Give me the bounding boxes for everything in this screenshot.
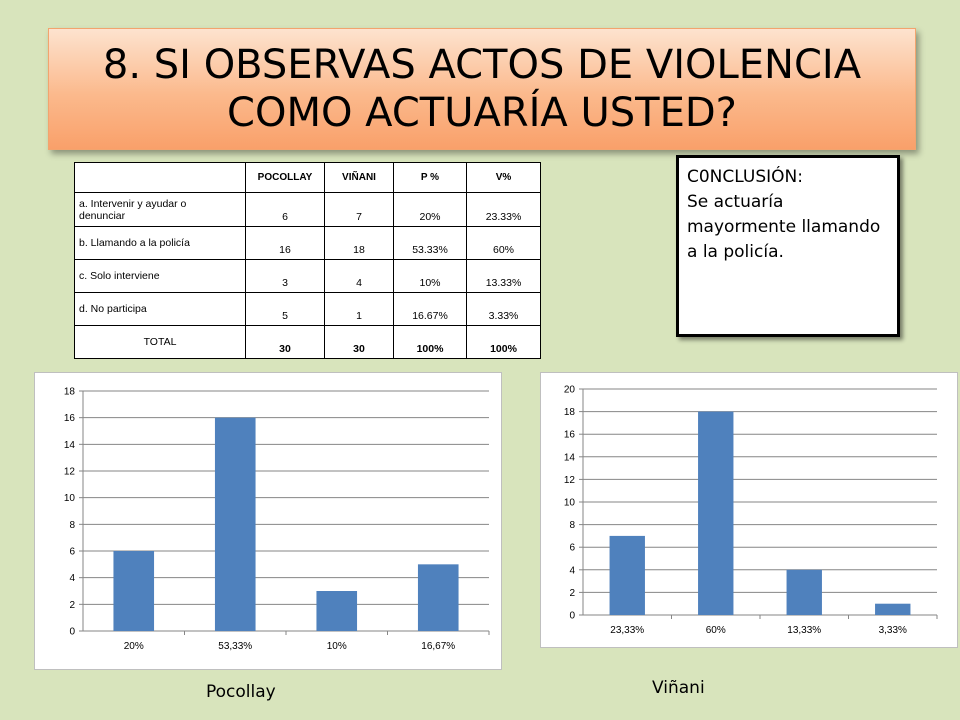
x-tick-label: 23,33%: [610, 625, 644, 636]
bar: [417, 564, 459, 631]
table-header: [74, 162, 246, 193]
cell-p-percent: 10%: [393, 259, 467, 293]
cell-vinani: 1: [324, 292, 394, 326]
y-tick-label: 14: [64, 440, 76, 451]
table-header: V%: [466, 162, 541, 193]
cell-p-percent: 16.67%: [393, 292, 467, 326]
cell-vinani: 18: [324, 226, 394, 260]
cell-v-percent: 13.33%: [466, 259, 541, 293]
cell-p-percent: 53.33%: [393, 226, 467, 260]
table-row: b. Llamando a la policía 16 18 53.33% 60…: [74, 226, 541, 260]
x-tick-label: 13,33%: [787, 625, 821, 636]
y-tick-label: 4: [569, 565, 575, 576]
x-tick-label: 20%: [124, 641, 144, 652]
table-row: a. Intervenir y ayudar o denunciar 6 7 2…: [74, 192, 541, 227]
cell-p-percent: 20%: [393, 192, 467, 227]
y-tick-label: 0: [569, 611, 575, 622]
y-tick-label: 2: [69, 600, 75, 611]
cell-v-percent: 23.33%: [466, 192, 541, 227]
y-tick-label: 12: [564, 475, 576, 486]
chart-vinani: 0 2 4 6 8 10 12 14 16 18 20 23,33% 60% 13,33% 3,33%: [564, 385, 938, 636]
y-tick-label: 0: [69, 627, 75, 638]
y-tick-label: 4: [69, 573, 75, 584]
x-tick-label: 10%: [327, 641, 347, 652]
table-row: d. No participa 5 1 16.67% 3.33%: [74, 292, 541, 326]
total-label: TOTAL: [74, 325, 246, 359]
y-tick-label: 8: [69, 520, 75, 531]
bar: [786, 569, 822, 615]
conclusion-heading: C0NCLUSIÓN:: [687, 167, 803, 187]
x-tick-label: 16,67%: [421, 641, 455, 652]
conclusion-text: Se actuaría mayormente llamando a la pol…: [687, 192, 881, 262]
bar: [214, 417, 256, 631]
y-tick-label: 20: [564, 385, 576, 396]
bar: [113, 551, 155, 631]
row-label: d. No participa: [74, 292, 246, 326]
y-tick-label: 6: [69, 547, 75, 558]
cell-pocollay: 6: [245, 192, 325, 227]
chart-vinani-frame: 0 2 4 6 8 10 12 14 16 18 20 23,33% 60% 13,33% 3,33%: [540, 372, 958, 648]
bar: [609, 535, 645, 615]
x-tick-label: 53,33%: [218, 641, 252, 652]
bar: [698, 411, 734, 615]
total-p-percent: 100%: [393, 325, 467, 359]
row-label: a. Intervenir y ayudar o denunciar: [74, 192, 246, 227]
y-tick-label: 10: [564, 498, 576, 509]
table-row: c. Solo interviene 3 4 10% 13.33%: [74, 259, 541, 293]
cell-vinani: 4: [324, 259, 394, 293]
total-vinani: 30: [324, 325, 394, 359]
table-total-row: TOTAL 30 30 100% 100%: [74, 325, 541, 359]
table-header: P %: [393, 162, 467, 193]
cell-pocollay: 5: [245, 292, 325, 326]
y-tick-label: 8: [569, 520, 575, 531]
y-tick-label: 18: [64, 387, 76, 398]
title-box: 8. SI OBSERVAS ACTOS DE VIOLENCIA COMO A…: [48, 28, 916, 150]
y-tick-label: 18: [564, 407, 576, 418]
chart-pocollay: 0 2 4 6 8 10 12 14 16 18 20% 53,33% 10% 16,67%: [64, 387, 490, 652]
total-pocollay: 30: [245, 325, 325, 359]
chart-caption-vinani: Viñani: [652, 678, 705, 698]
bar: [316, 591, 358, 631]
cell-pocollay: 16: [245, 226, 325, 260]
x-tick-label: 60%: [706, 625, 726, 636]
bar: [875, 603, 911, 615]
conclusion-box: C0NCLUSIÓN: Se actuaría mayormente llama…: [676, 155, 900, 337]
y-tick-label: 6: [569, 543, 575, 554]
chart-pocollay-frame: 0 2 4 6 8 10 12 14 16 18 20% 53,33% 10% 16,67%: [34, 372, 502, 670]
table-header: POCOLLAY: [245, 162, 325, 193]
slide-title: 8. SI OBSERVAS ACTOS DE VIOLENCIA COMO A…: [102, 42, 862, 136]
row-label: b. Llamando a la policía: [74, 226, 246, 260]
y-tick-label: 10: [64, 493, 76, 504]
y-tick-label: 12: [64, 467, 76, 478]
row-label: c. Solo interviene: [74, 259, 246, 293]
table-header: VIÑANI: [324, 162, 394, 193]
y-tick-label: 16: [64, 413, 76, 424]
table-header-row: POCOLLAY VIÑANI P % V%: [74, 162, 541, 193]
chart-caption-pocollay: Pocollay: [206, 682, 276, 702]
total-v-percent: 100%: [466, 325, 541, 359]
data-table: POCOLLAY VIÑANI P % V% a. Intervenir y a…: [74, 162, 541, 359]
x-tick-label: 3,33%: [879, 625, 907, 636]
y-tick-label: 2: [569, 588, 575, 599]
cell-v-percent: 3.33%: [466, 292, 541, 326]
y-tick-label: 14: [564, 452, 576, 463]
cell-pocollay: 3: [245, 259, 325, 293]
cell-v-percent: 60%: [466, 226, 541, 260]
y-tick-label: 16: [564, 430, 576, 441]
cell-vinani: 7: [324, 192, 394, 227]
